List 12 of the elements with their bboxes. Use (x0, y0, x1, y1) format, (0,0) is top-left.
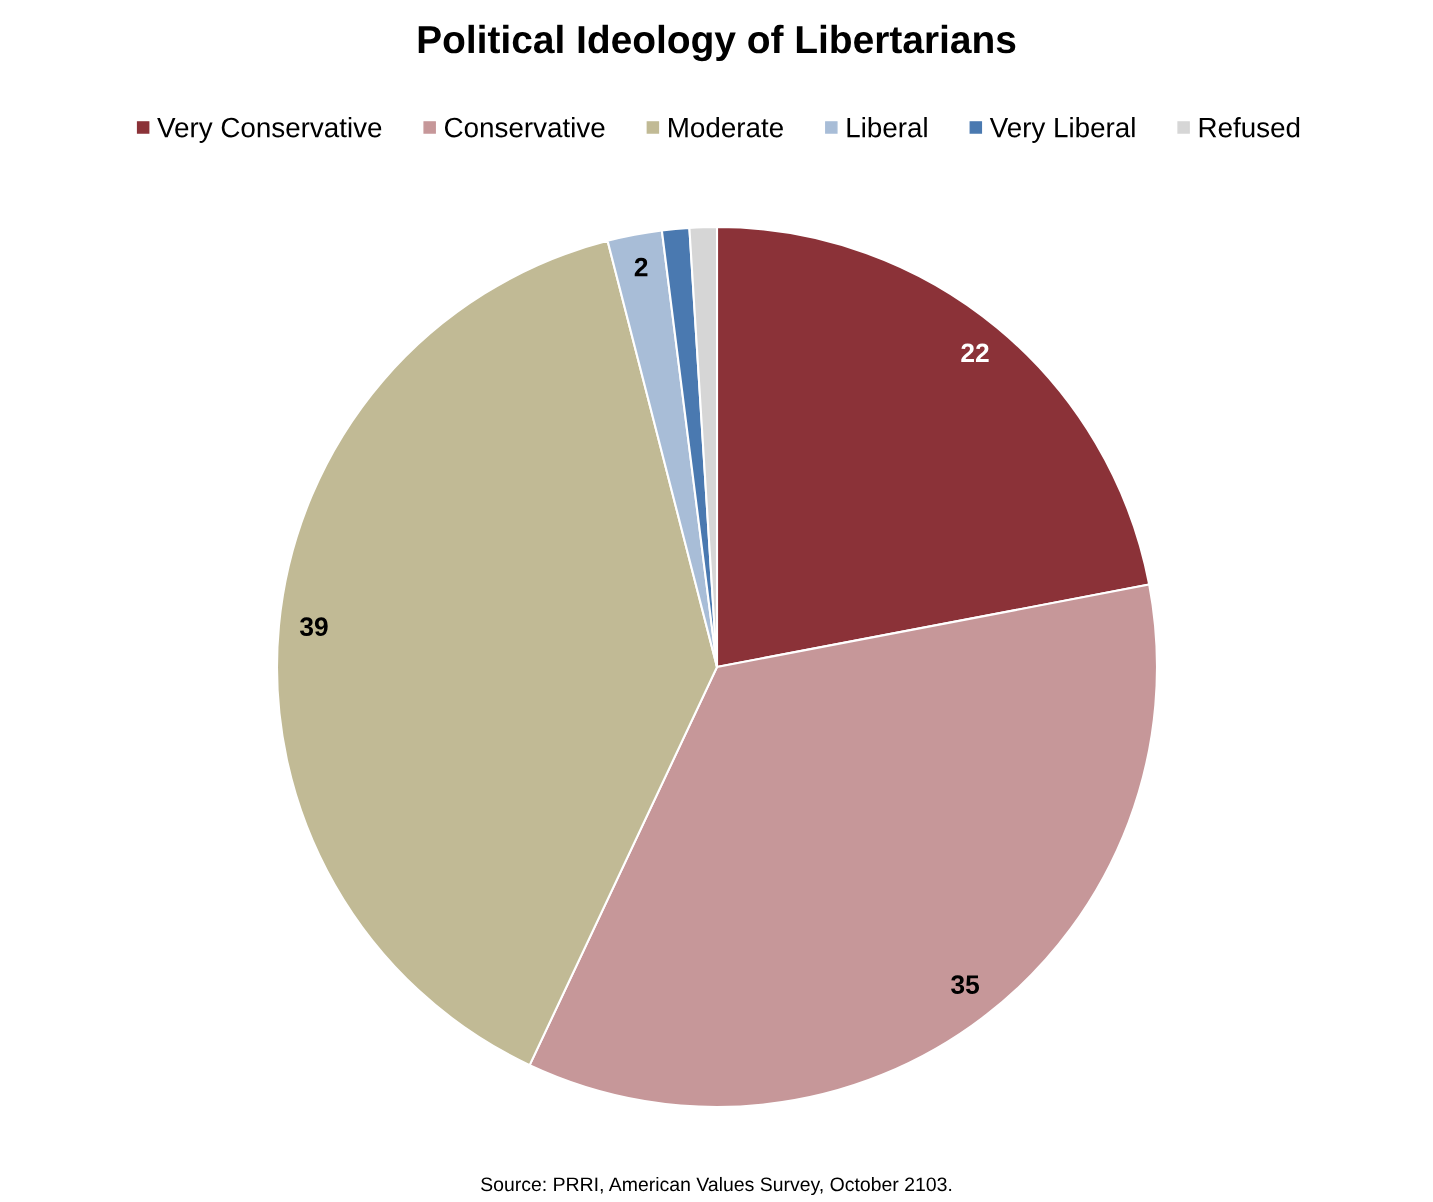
legend-label: Refused (1199, 117, 1300, 138)
chart-title: Political Ideology of Libertarians (418, 24, 1016, 62)
data-label: 2 (634, 257, 648, 277)
legend-label: Very Conservative (157, 117, 382, 143)
legend-label: Liberal (847, 117, 927, 138)
legend-label: Conservative (444, 117, 605, 138)
source-note: Source: PRRI, American Values Survey, October 2103. (481, 1176, 952, 1196)
data-label: 39 (299, 617, 328, 637)
data-label: 35 (951, 975, 980, 994)
data-label: 22 (961, 343, 989, 362)
legend-label: Moderate (669, 117, 783, 138)
legend-label: Very Liberal (989, 117, 1135, 143)
